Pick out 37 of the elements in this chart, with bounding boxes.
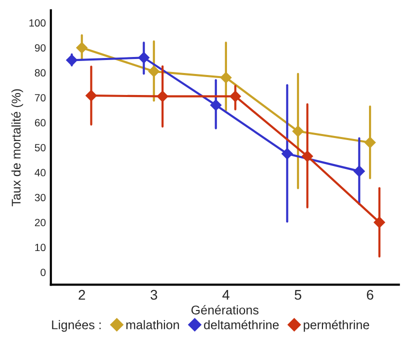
y-tick-label: 70 <box>34 94 46 102</box>
x-tick-label: 3 <box>150 290 158 300</box>
x-tick-label: 6 <box>366 290 374 300</box>
point <box>156 90 168 102</box>
x-tick-label: 4 <box>222 290 230 300</box>
point <box>210 99 222 111</box>
y-tick-label: 10 <box>35 244 46 252</box>
y-tick-label: 60 <box>34 119 46 126</box>
y-tick-label: 30 <box>34 194 46 202</box>
y-tick-label: 90 <box>34 44 46 52</box>
point <box>138 52 150 64</box>
point <box>302 150 313 162</box>
legend-label: malathion <box>126 320 179 330</box>
legend-label: deltaméthrine <box>204 320 279 330</box>
y-tick-label: 80 <box>34 69 46 77</box>
point <box>374 216 386 228</box>
legend-title: Lignées : <box>52 320 101 332</box>
x-tick-label: 2 <box>78 290 86 300</box>
point <box>230 90 241 102</box>
y-tick-label: 0 <box>40 268 46 276</box>
point <box>292 126 304 137</box>
point <box>148 66 160 78</box>
point <box>282 148 293 160</box>
y-tick-label: 40 <box>34 168 46 176</box>
y-tick-label: 100 <box>29 19 46 27</box>
point <box>364 136 376 148</box>
y-tick-label: 20 <box>34 218 46 226</box>
x-axis-title: Générations <box>191 305 258 314</box>
point <box>66 54 78 66</box>
x-tick-label: 5 <box>294 290 302 300</box>
y-axis-title: Taux de mortalité (%) <box>11 89 24 206</box>
point <box>220 72 232 84</box>
point <box>86 90 97 102</box>
legend-label: perméthrine <box>304 320 370 332</box>
point <box>354 166 365 177</box>
point <box>76 42 88 54</box>
y-tick-label: 50 <box>34 144 46 152</box>
